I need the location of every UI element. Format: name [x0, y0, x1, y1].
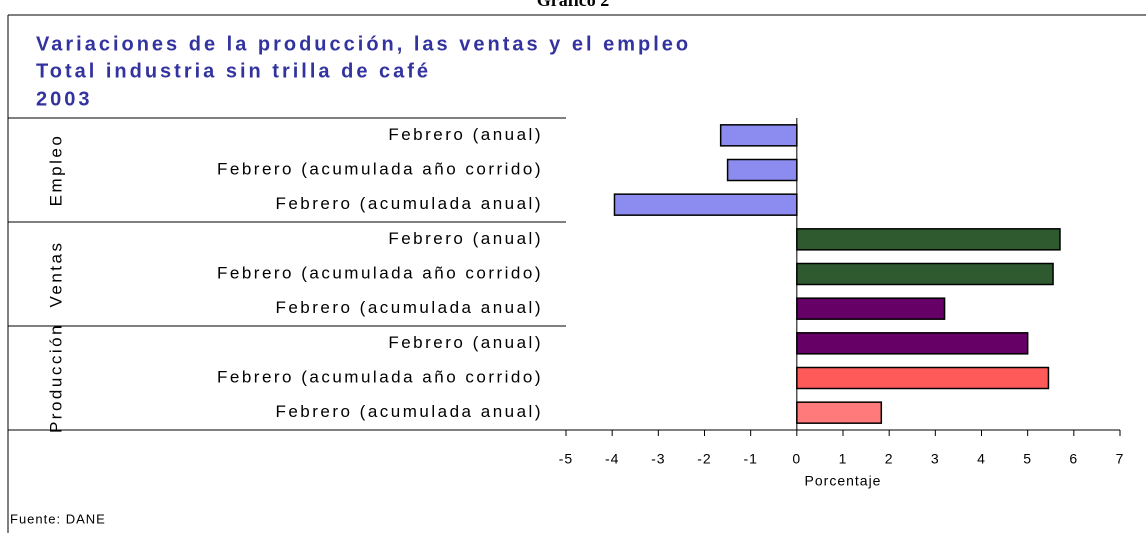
x-tick-label: -4	[605, 451, 619, 467]
bar	[613, 193, 798, 216]
category-label: Febrero (acumulada anual)	[275, 402, 543, 421]
source: Fuente: DANE	[10, 511, 106, 526]
x-tick-label: 5	[1023, 451, 1032, 467]
subtitle: Total industria sin trilla de café	[36, 60, 431, 82]
category-label: Febrero (acumulada año corrido)	[217, 159, 543, 178]
x-tick-label: 1	[839, 451, 848, 467]
group-label: Empleo	[46, 134, 65, 207]
bar	[796, 262, 1054, 286]
title: Variaciones de la producción, las ventas…	[36, 33, 691, 55]
year: 2003	[36, 88, 93, 110]
bar	[796, 401, 883, 424]
category-label: Febrero (acumulada año corrido)	[217, 263, 543, 282]
x-tick-label: -5	[559, 451, 573, 467]
x-tick-label: 3	[931, 451, 940, 467]
group-label: Ventas	[46, 241, 65, 308]
bar	[796, 366, 1050, 390]
x-tick-label: 2	[885, 451, 894, 467]
bar	[796, 332, 1029, 355]
category-label: Febrero (anual)	[388, 333, 543, 352]
category-label: Febrero (acumulada año corrido)	[217, 367, 543, 386]
category-label: Febrero (acumulada anual)	[275, 194, 543, 213]
category-label: Febrero (anual)	[388, 125, 543, 144]
x-tick-label: 7	[1116, 451, 1125, 467]
category-label: Febrero (acumulada anual)	[275, 298, 543, 317]
category-label: Febrero (anual)	[388, 229, 543, 248]
bar	[796, 228, 1061, 251]
x-tick-label: -2	[697, 451, 711, 467]
bar	[719, 124, 798, 147]
x-axis-label: Porcentaje	[805, 473, 882, 489]
x-tick-label: 4	[977, 451, 986, 467]
bar	[796, 297, 946, 320]
x-tick-label: -3	[651, 451, 665, 467]
group-label: Producción	[46, 323, 65, 433]
x-tick-label: -1	[743, 451, 757, 467]
x-tick-label: 0	[792, 451, 801, 467]
x-tick-label: 6	[1069, 451, 1078, 467]
heading: Gráfico 2	[537, 0, 609, 10]
bar	[726, 158, 798, 182]
